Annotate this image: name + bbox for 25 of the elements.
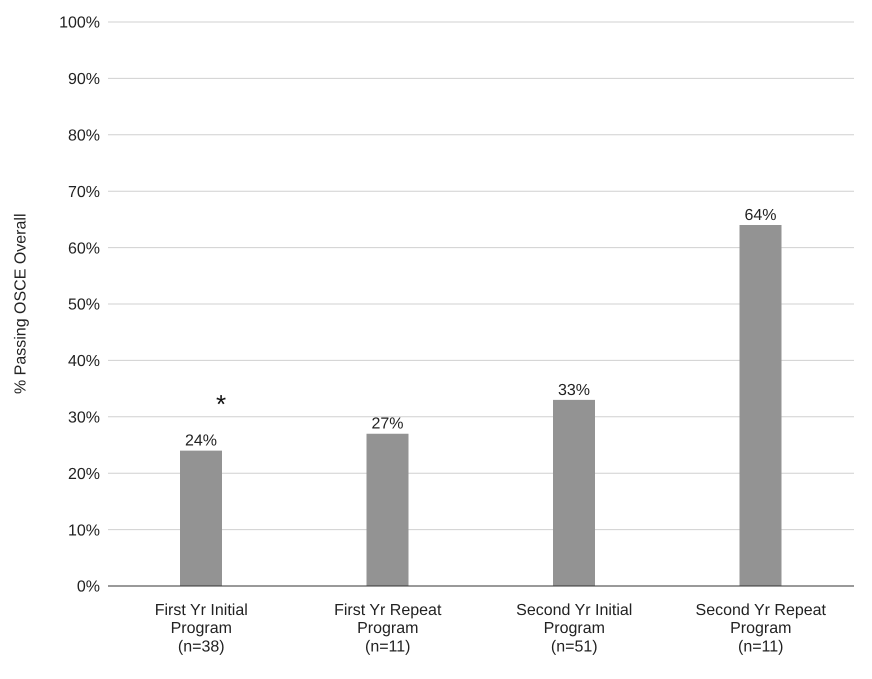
bar bbox=[740, 225, 782, 586]
y-tick-label: 30% bbox=[68, 409, 100, 426]
data-label: 24% bbox=[184, 432, 218, 450]
y-tick-label: 90% bbox=[68, 71, 100, 88]
data-label: 33% bbox=[558, 382, 590, 399]
x-tick-label: Second Yr Initial Program (n=51) bbox=[516, 602, 632, 656]
y-tick-label: 20% bbox=[68, 466, 100, 483]
data-label: 64% bbox=[744, 207, 777, 224]
y-axis-title: % Passing OSCE Overall bbox=[12, 213, 30, 394]
y-tick-label: 10% bbox=[68, 522, 100, 540]
y-tick-label: 80% bbox=[68, 127, 100, 144]
data-label: 27% bbox=[371, 416, 404, 433]
x-tick-label: First Yr Repeat Program (n=11) bbox=[334, 602, 442, 656]
bar bbox=[180, 450, 222, 586]
y-tick-label: 50% bbox=[68, 296, 100, 314]
y-tick-label: 40% bbox=[68, 353, 100, 370]
y-tick-label: 70% bbox=[68, 184, 100, 201]
bar bbox=[553, 400, 595, 586]
y-tick-label: 60% bbox=[68, 240, 100, 258]
y-tick-label: 0% bbox=[76, 578, 100, 596]
annotation: * bbox=[216, 389, 226, 419]
bar bbox=[366, 434, 408, 586]
x-tick-label: First Yr Initial Program (n=38) bbox=[154, 602, 248, 656]
x-tick-label: Second Yr Repeat Program (n=11) bbox=[696, 602, 827, 656]
y-tick-label: 100% bbox=[59, 14, 100, 32]
